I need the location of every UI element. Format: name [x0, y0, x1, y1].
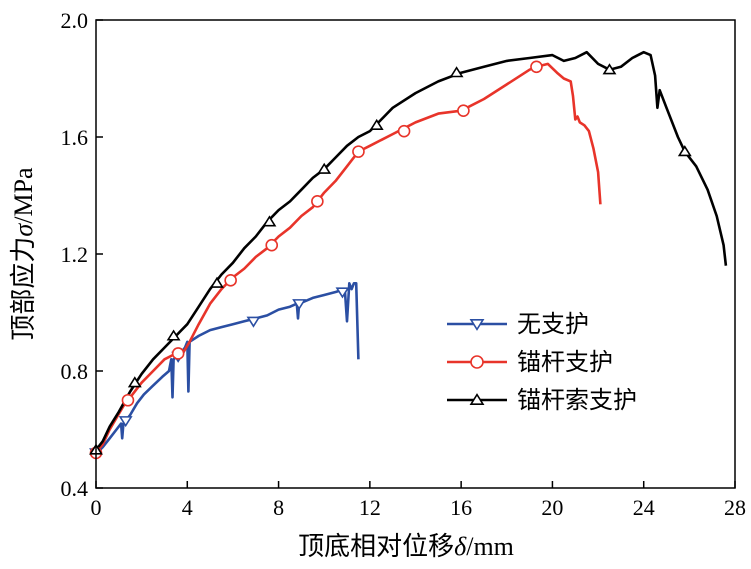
legend-label-no-support: 无支护 — [517, 310, 589, 338]
y-axis-label: 顶部应力σ/MPa — [9, 167, 39, 341]
series-marker-1 — [311, 195, 324, 208]
x-axis-label-unit: /mm — [466, 532, 514, 561]
series-marker-1 — [397, 124, 411, 138]
legend-item-bolt-cable-support: 锚杆索支护 — [447, 386, 637, 414]
y-tick-label: 0.8 — [61, 359, 89, 384]
x-tick-label: 28 — [724, 495, 746, 520]
y-axis-ticks: 0.4 0.8 1.2 1.6 2.0 — [61, 8, 103, 501]
x-axis-label-prefix: 顶底相对位移 — [298, 532, 454, 562]
y-tick-label: 1.6 — [61, 125, 89, 150]
legend-marker-triangle-up — [469, 393, 485, 405]
series-marker-1 — [171, 347, 185, 360]
series-marker-0 — [246, 316, 261, 328]
x-tick-label: 16 — [450, 495, 472, 520]
series-line-2 — [94, 50, 728, 451]
y-tick-label: 2.0 — [61, 8, 89, 33]
x-tick-label: 12 — [359, 495, 381, 520]
series-marker-2 — [677, 145, 692, 157]
series-marker-1 — [265, 239, 279, 252]
y-tick-label: 0.4 — [61, 476, 89, 501]
legend-marker-triangle-down — [469, 319, 485, 331]
series-marker-1 — [224, 274, 237, 287]
legend-label-bolt-support: 锚杆支护 — [517, 348, 613, 376]
series-line-0 — [95, 282, 360, 454]
series-marker-1 — [121, 394, 135, 407]
x-axis-ticks: 0 4 8 12 16 20 24 28 — [91, 481, 746, 520]
series-marker-2 — [317, 162, 332, 174]
y-tick-label: 1.2 — [61, 242, 89, 267]
x-tick-label: 20 — [541, 495, 563, 520]
x-tick-label: 8 — [273, 495, 284, 520]
legend-item-no-support: 无支护 — [447, 310, 589, 338]
y-axis-label-symbol: σ — [9, 223, 38, 237]
x-axis-label: 顶底相对位移δ/mm — [298, 532, 514, 562]
series-marker-0 — [292, 299, 307, 311]
series-line-1 — [94, 62, 602, 454]
y-axis-label-unit: /MPa — [9, 167, 38, 224]
series-marker-2 — [166, 329, 181, 341]
series-marker-2 — [210, 276, 224, 288]
series-marker-1 — [352, 145, 365, 158]
series-marker-2 — [449, 66, 464, 78]
plot-frame — [95, 19, 736, 489]
series-marker-1 — [457, 104, 470, 117]
y-axis-label-prefix: 顶部应力 — [9, 237, 39, 341]
legend-item-bolt-support: 锚杆支护 — [447, 348, 613, 376]
series-marker-2 — [262, 215, 277, 227]
x-tick-label: 0 — [91, 495, 102, 520]
series-marker-2 — [602, 63, 617, 75]
plot-lines — [94, 50, 728, 454]
x-tick-label: 4 — [182, 495, 193, 520]
plot-markers — [89, 60, 692, 460]
series-marker-2 — [369, 118, 384, 130]
x-axis-label-symbol: δ — [454, 532, 467, 561]
legend: 无支护 锚杆支护 锚杆索支护 — [447, 310, 637, 414]
legend-marker-circle — [470, 355, 484, 369]
legend-label-bolt-cable-support: 锚杆索支护 — [517, 386, 637, 414]
series-marker-2 — [127, 376, 142, 388]
series-marker-1 — [530, 60, 543, 74]
x-tick-label: 24 — [633, 495, 655, 520]
series-marker-0 — [118, 416, 133, 428]
series-marker-0 — [335, 287, 350, 299]
